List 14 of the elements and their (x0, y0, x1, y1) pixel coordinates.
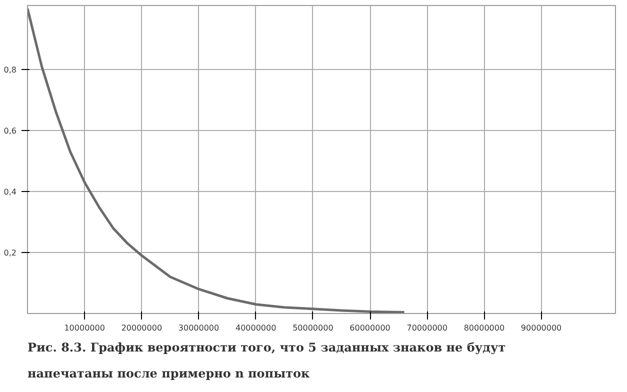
y-tick-label: 0,4 (4, 188, 17, 197)
y-tick-label: 0,8 (4, 66, 17, 75)
x-tick-label: 20000000 (121, 324, 162, 332)
x-tick-label: 90000000 (520, 324, 562, 332)
x-tick-label: 80000000 (464, 324, 505, 332)
y-tick-label: 0,6 (4, 126, 17, 136)
y-tick-label: 0,2 (4, 248, 17, 258)
x-tick-label: 10000000 (64, 324, 105, 332)
x-tick-label: 70000000 (406, 324, 448, 332)
x-tick-label: 30000000 (178, 324, 220, 332)
x-tick-label: 60000000 (350, 324, 390, 332)
text: Рис. 8.3. График вероятности того, что 5 заданных знаков не будут напечатаны после примерно n попыток (28, 340, 506, 380)
x-tick-label: 50000000 (292, 324, 334, 332)
x-tick-label: 40000000 (235, 324, 276, 332)
